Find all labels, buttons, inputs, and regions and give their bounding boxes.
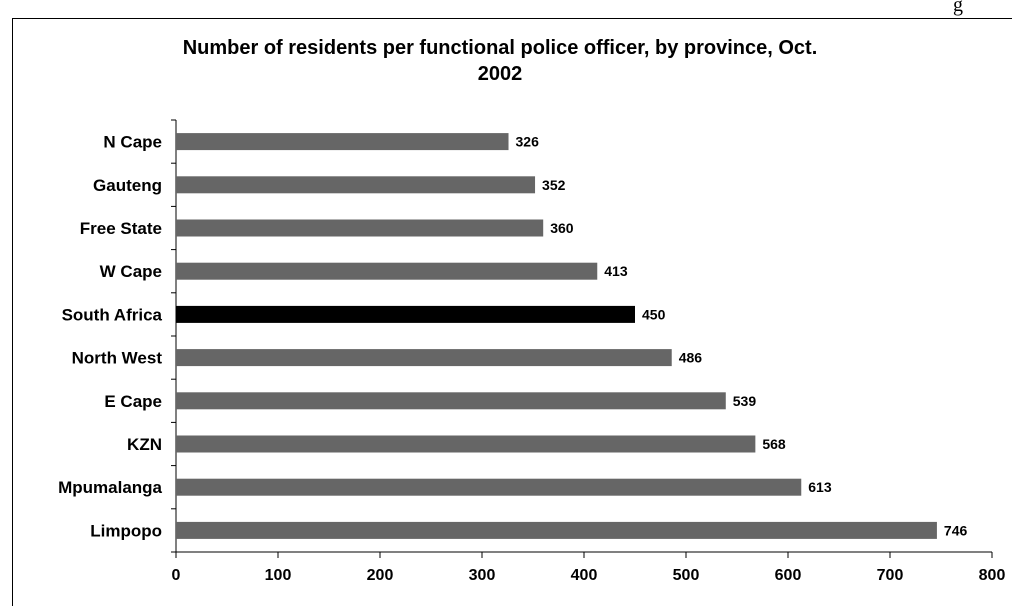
x-tick-label: 500 [673,567,700,584]
bar [176,176,536,194]
x-tick-label: 600 [775,567,802,584]
bar [176,435,756,453]
x-tick-label: 300 [469,567,496,584]
bar [176,521,937,539]
value-label: 613 [808,479,832,495]
value-label: 326 [516,134,540,150]
value-label: 352 [542,177,566,193]
value-label: 450 [642,306,666,322]
x-axis-ticks: 0 100 200 300 400 500 600 700 800 [172,552,1006,584]
category-label: W Cape [100,262,162,281]
category-label: Gauteng [93,176,162,195]
category-label: South Africa [62,305,163,324]
value-label: 486 [679,350,703,366]
bar [176,478,802,496]
x-tick-label: 400 [571,567,598,584]
chart-title-line-1: Number of residents per functional polic… [183,37,818,59]
x-tick-label: 0 [172,567,181,584]
category-label: N Cape [103,133,162,152]
value-label: 746 [944,522,968,538]
bar [176,392,726,410]
value-label: 360 [550,220,574,236]
category-label: Mpumalanga [58,478,162,497]
value-label: 413 [604,263,628,279]
x-tick-label: 100 [265,567,292,584]
bar [176,349,672,367]
bars [176,133,937,539]
category-labels: N Cape Gauteng Free State W Cape South Afric… [58,133,162,541]
category-label: Free State [80,219,162,238]
category-label: Limpopo [90,521,162,540]
chart-frame [12,18,1012,606]
x-tick-label: 700 [877,567,904,584]
category-label: KZN [127,435,162,454]
corner-text: g [953,0,963,16]
category-label: E Cape [104,392,162,411]
x-tick-label: 800 [979,567,1006,584]
bar [176,305,635,323]
chart-title: Number of residents per functional polic… [183,37,818,85]
bar [176,133,509,151]
bar [176,219,544,237]
x-tick-label: 200 [367,567,394,584]
value-labels: 326 352 360 413 450 486 539 568 613 746 [516,134,968,539]
bar [176,262,598,280]
value-label: 568 [762,436,786,452]
value-label: 539 [733,393,757,409]
chart-title-line-2: 2002 [478,63,523,85]
category-label: North West [72,349,163,368]
